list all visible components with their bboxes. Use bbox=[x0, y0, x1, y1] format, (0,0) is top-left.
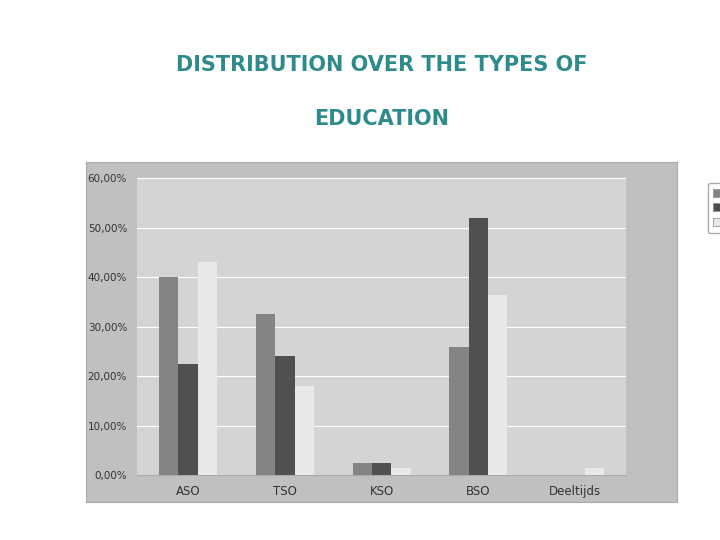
Bar bbox=[469, 218, 488, 475]
Bar bbox=[159, 277, 179, 475]
Legend: Totale groep **, Allochtonen *, Bicultureel***: Totale groep **, Allochtonen *, Bicultur… bbox=[708, 183, 720, 233]
Bar bbox=[294, 386, 314, 475]
Text: DISTRIBUTION OVER THE TYPES OF: DISTRIBUTION OVER THE TYPES OF bbox=[176, 55, 588, 75]
Bar bbox=[585, 468, 604, 475]
Bar bbox=[449, 347, 469, 475]
Bar bbox=[256, 314, 275, 475]
Bar bbox=[198, 262, 217, 475]
Bar bbox=[275, 356, 294, 475]
Bar bbox=[488, 294, 508, 475]
Text: EDUCATION: EDUCATION bbox=[314, 109, 449, 129]
Bar bbox=[179, 364, 198, 475]
Bar bbox=[353, 463, 372, 475]
Bar bbox=[391, 468, 410, 475]
Bar bbox=[372, 463, 391, 475]
